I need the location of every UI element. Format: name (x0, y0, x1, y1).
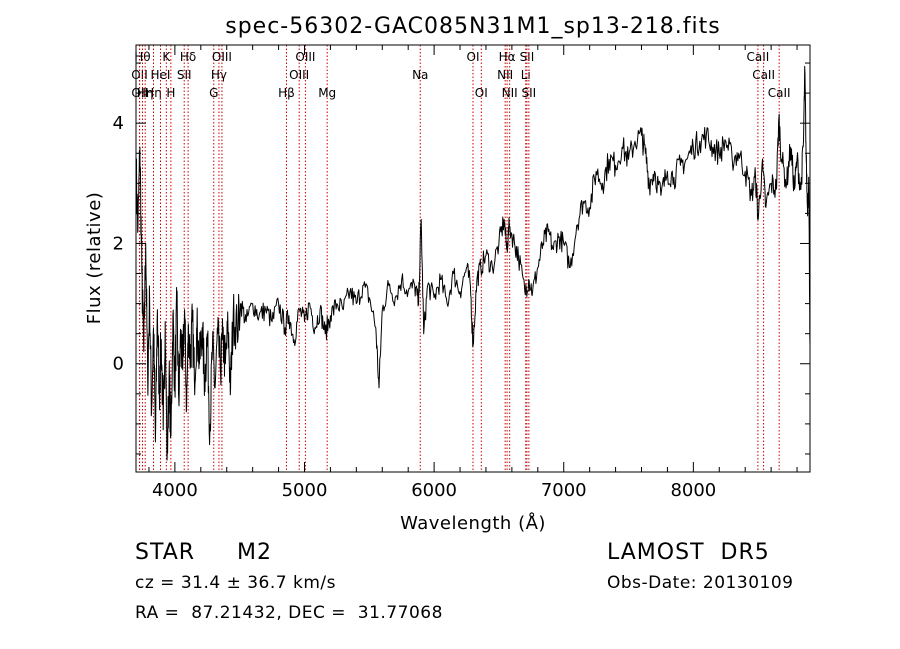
x-tick-label: 7000 (541, 480, 587, 501)
spectral-line-label: CaII (746, 50, 769, 64)
plot-frame (135, 44, 811, 473)
spectrum-line (135, 65, 811, 461)
radec-text: RA = 87.21432, DEC = 31.77068 (135, 603, 443, 623)
spectral-line-label: OIII (289, 68, 309, 82)
axes: 4000 5000 6000 7000 8000 0 2 4 (113, 45, 810, 501)
spectral-line-label: OIII (295, 50, 315, 64)
line-markers: OIIOIIHθHηHηHeIKHSIIHδGHγOIIIHβOIIIOIIIM… (131, 45, 791, 472)
x-tick-label: 5000 (282, 480, 328, 501)
spectral-line-label: Hη (137, 86, 154, 100)
spectral-line-label: Hδ (180, 50, 196, 64)
spectral-line-label: CaII (768, 86, 791, 100)
spectral-line-label: SII (177, 68, 192, 82)
object-subclass: M2 (237, 540, 272, 565)
spectral-line-label: G (209, 86, 218, 100)
spectral-line-label: Na (412, 68, 428, 82)
spectral-line-label: Hβ (278, 86, 295, 100)
object-class: STAR (135, 540, 196, 565)
spectral-line-label: NII (497, 68, 513, 82)
spectral-line-label: NII (502, 86, 518, 100)
spectral-line-label: CaII (752, 68, 775, 82)
obs-date-text: Obs-Date: 20130109 (607, 573, 794, 593)
redshift-text: cz = 31.4 ± 36.7 km/s (135, 573, 336, 593)
spectral-line-label: OI (475, 86, 488, 100)
spectral-line-label: Hα (499, 50, 516, 64)
spectral-line-label: SII (522, 86, 537, 100)
spectral-line-label: OII (131, 68, 148, 82)
spectral-line-label: Hθ (134, 50, 150, 64)
spectral-line-label: K (162, 50, 171, 64)
x-tick-label: 6000 (411, 480, 457, 501)
spectral-line-label: Hη (145, 86, 162, 100)
x-tick-label: 8000 (670, 480, 716, 501)
y-tick-label: 2 (113, 233, 124, 254)
x-axis-label: Wavelength (Å) (400, 512, 546, 534)
y-tick-label: 4 (113, 113, 124, 134)
spectral-line-label: HeI (151, 68, 171, 82)
spectral-line-label: Hγ (211, 68, 227, 82)
spectral-line-label: OIII (212, 50, 232, 64)
chart-title: spec-56302-GAC085N31M1_sp13-218.fits (225, 14, 721, 39)
y-axis-label: Flux (relative) (84, 192, 105, 325)
spectral-line-label: H (166, 86, 175, 100)
spectral-line-label: Mg (318, 86, 336, 100)
y-tick-label: 0 (113, 354, 124, 375)
spectrum-series (135, 65, 811, 461)
x-tick-label: 4000 (152, 480, 198, 501)
spectral-line-label: OI (467, 50, 480, 64)
spectral-line-label: Li (521, 68, 531, 82)
spectral-line-label: SII (520, 50, 535, 64)
survey-label: LAMOST DR5 (607, 540, 770, 565)
